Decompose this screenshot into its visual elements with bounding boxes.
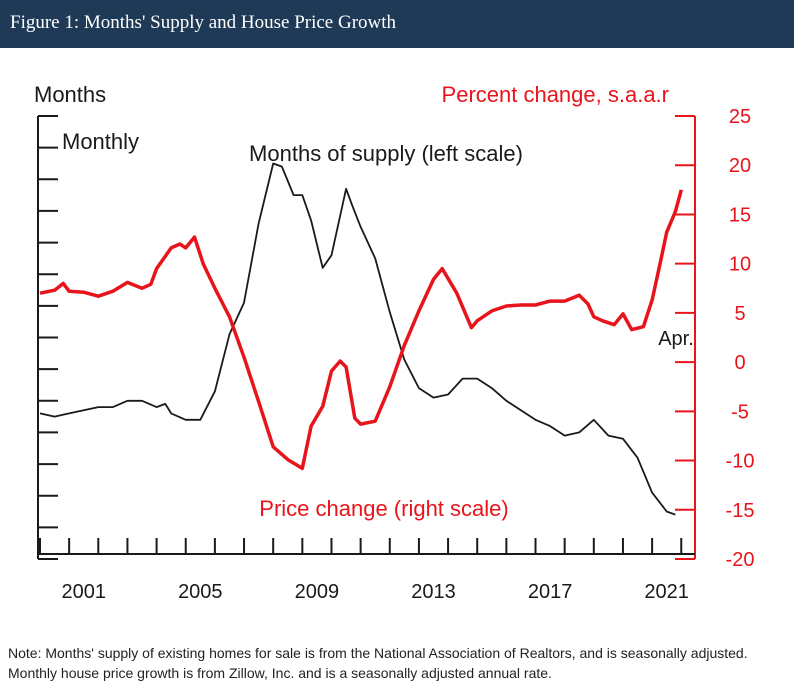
x-tick-label: 2017 xyxy=(528,581,573,603)
left-axis-subtitle: Monthly xyxy=(62,129,139,154)
figure-note: Note: Months' supply of existing homes f… xyxy=(8,645,748,681)
right-tick-label: 20 xyxy=(729,155,751,177)
months-supply-line xyxy=(39,162,676,516)
right-tick-label: -20 xyxy=(726,549,755,571)
right-tick-label: 10 xyxy=(729,254,751,276)
x-tick-label: 2013 xyxy=(411,581,456,603)
right-tick-label: 25 xyxy=(729,106,751,128)
x-tick-label: 2021 xyxy=(644,581,689,603)
april-label: Apr. xyxy=(658,328,694,350)
x-tick-label: 2009 xyxy=(295,581,340,603)
price-series-label: Price change (right scale) xyxy=(259,496,508,521)
supply-series-label: Months of supply (left scale) xyxy=(249,141,523,166)
price-change-line xyxy=(39,189,683,471)
right-tick-label: -10 xyxy=(726,451,755,473)
figure-title: Figure 1: Months' Supply and House Price… xyxy=(10,12,397,33)
right-tick-label: -15 xyxy=(726,500,755,522)
chart-container: 25 20 15 10 5 0 -5 -10 -15 -20 2001 2005 2009 2013 201… xyxy=(0,48,794,628)
x-tick-label: 2001 xyxy=(61,581,106,603)
right-axis-title: Percent change, s.a.a.r xyxy=(442,82,669,107)
chart-svg: 25 20 15 10 5 0 -5 -10 -15 -20 2001 2005 2009 2013 201… xyxy=(34,82,755,603)
left-axis-title: Months xyxy=(34,82,106,107)
x-tick-label: 2005 xyxy=(178,581,223,603)
right-tick-label: 5 xyxy=(734,303,745,325)
figure-header: Figure 1: Months' Supply and House Price… xyxy=(0,0,794,48)
right-tick-label: -5 xyxy=(731,401,749,423)
right-tick-label: 15 xyxy=(729,204,751,226)
right-tick-label: 0 xyxy=(734,352,745,374)
